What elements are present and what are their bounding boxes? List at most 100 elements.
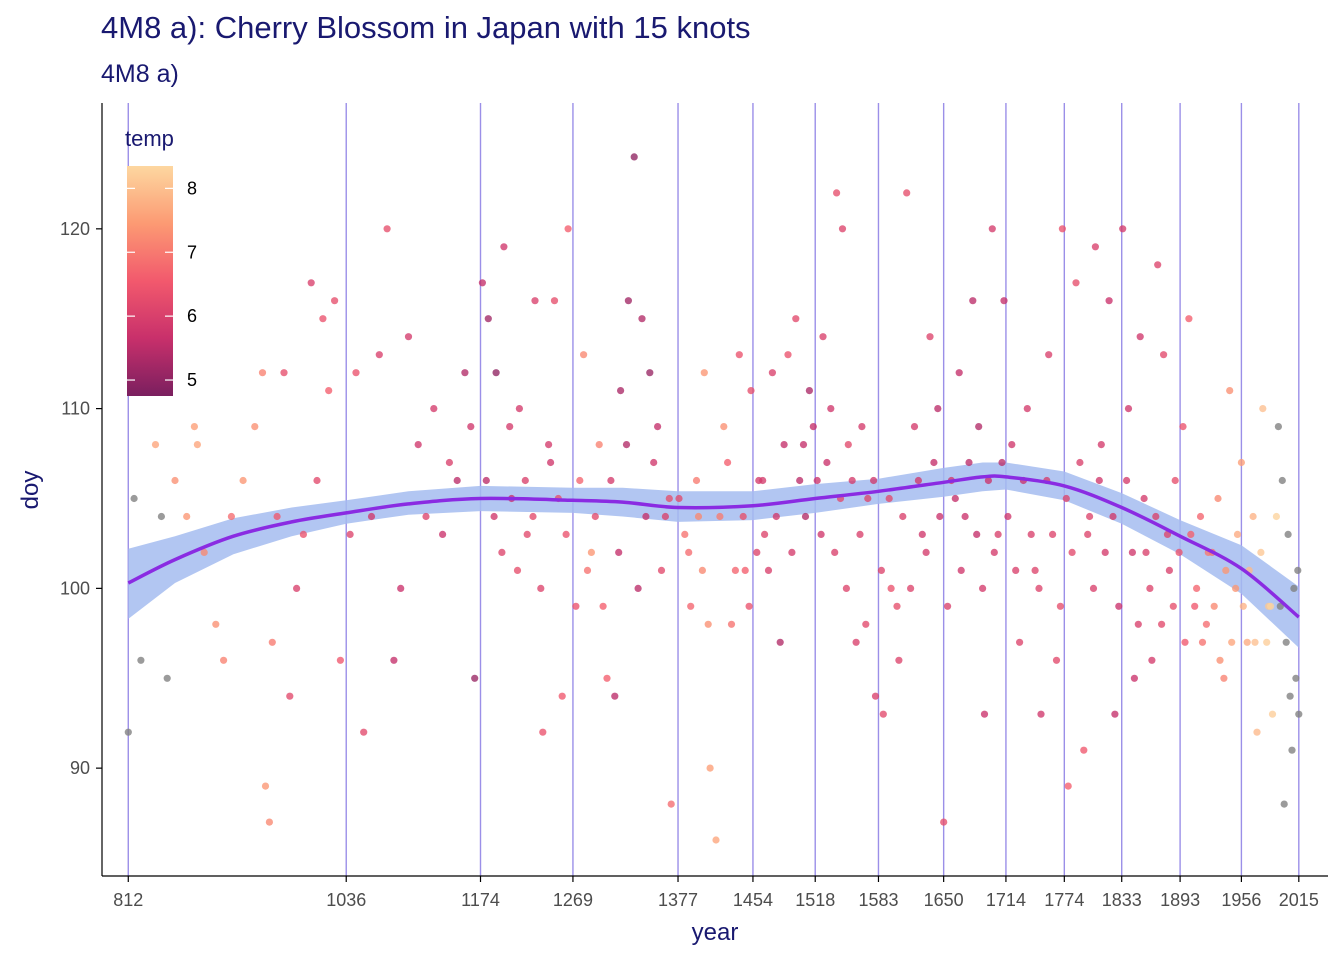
data-point xyxy=(1280,800,1288,808)
y-tick-label: 100 xyxy=(60,578,90,598)
spline-curve xyxy=(127,474,1300,619)
data-point xyxy=(1228,638,1236,646)
data-point xyxy=(1216,656,1224,664)
data-point xyxy=(1243,638,1251,646)
data-point xyxy=(1210,602,1218,610)
data-point xyxy=(1124,405,1133,413)
data-point xyxy=(918,530,926,539)
data-point xyxy=(439,530,447,539)
data-point xyxy=(864,494,872,503)
x-tick-label: 1377 xyxy=(658,890,698,910)
x-tick-label: 1774 xyxy=(1044,890,1084,910)
data-point xyxy=(137,656,145,664)
data-point xyxy=(607,476,615,485)
data-point xyxy=(286,692,294,700)
data-point xyxy=(665,494,673,503)
data-point xyxy=(759,476,767,485)
data-point xyxy=(1123,476,1131,485)
data-point xyxy=(521,476,529,485)
data-point xyxy=(1160,351,1168,359)
data-point xyxy=(1226,387,1234,395)
data-point xyxy=(1187,530,1195,539)
data-point xyxy=(1068,548,1076,557)
data-point xyxy=(930,458,938,467)
data-point xyxy=(813,476,821,485)
data-point xyxy=(1000,297,1008,305)
data-point xyxy=(1169,602,1177,610)
data-point xyxy=(848,476,856,485)
x-tick-label: 1714 xyxy=(986,890,1026,910)
data-point xyxy=(630,153,638,161)
data-point xyxy=(994,530,1002,539)
data-point xyxy=(280,369,288,377)
data-point xyxy=(1012,566,1020,575)
data-point xyxy=(545,441,553,449)
data-point xyxy=(367,512,376,521)
data-point xyxy=(1193,584,1201,593)
data-point xyxy=(1267,602,1275,610)
legend-tick-label: 6 xyxy=(187,306,197,326)
data-point xyxy=(827,405,835,413)
x-tick-label: 1583 xyxy=(858,890,898,910)
data-point xyxy=(1037,710,1045,718)
data-point xyxy=(885,494,893,503)
data-point xyxy=(352,369,360,377)
data-point xyxy=(1222,566,1230,575)
data-point xyxy=(622,441,631,449)
data-point xyxy=(727,620,736,628)
data-point xyxy=(1097,441,1105,449)
data-point xyxy=(1115,602,1123,610)
data-point xyxy=(833,189,841,197)
data-point xyxy=(490,512,498,521)
data-point xyxy=(390,656,398,664)
data-point xyxy=(761,530,769,539)
data-point xyxy=(998,458,1006,467)
data-point xyxy=(772,512,780,521)
x-tick-label: 1893 xyxy=(1160,890,1200,910)
data-point xyxy=(704,620,712,628)
data-point xyxy=(844,441,852,449)
data-point xyxy=(1294,566,1302,575)
data-point xyxy=(675,494,683,503)
data-point xyxy=(819,333,827,341)
data-point xyxy=(1058,225,1066,233)
data-point xyxy=(580,351,588,359)
data-point xyxy=(319,315,327,323)
data-point xyxy=(1056,602,1064,610)
data-point xyxy=(856,530,864,539)
data-point xyxy=(336,656,344,664)
data-point xyxy=(261,782,270,790)
data-point xyxy=(239,476,247,485)
data-point xyxy=(453,476,461,485)
data-point xyxy=(1196,512,1205,521)
data-point xyxy=(1278,476,1286,485)
data-point xyxy=(564,225,572,233)
data-point xyxy=(183,512,191,521)
data-point xyxy=(838,225,847,233)
data-point xyxy=(1239,602,1247,610)
data-point xyxy=(979,584,987,593)
data-point xyxy=(1171,476,1179,485)
data-point xyxy=(1198,638,1207,646)
data-point xyxy=(768,369,777,377)
data-point xyxy=(895,656,903,664)
legend-tick-label: 7 xyxy=(187,242,197,262)
data-point xyxy=(862,620,870,628)
data-point xyxy=(1049,530,1057,539)
data-point xyxy=(157,512,165,521)
data-point xyxy=(764,566,773,575)
data-point xyxy=(990,548,998,557)
data-point xyxy=(414,441,422,449)
data-point xyxy=(1023,405,1031,413)
data-point xyxy=(200,548,208,557)
data-point xyxy=(163,674,171,682)
y-tick-label: 110 xyxy=(61,399,90,419)
data-point xyxy=(805,387,814,395)
data-point xyxy=(893,602,901,610)
ribbon-area xyxy=(128,462,1299,648)
data-point xyxy=(957,566,965,575)
data-point xyxy=(251,423,259,431)
data-point xyxy=(887,584,895,593)
data-point xyxy=(1109,512,1117,521)
data-point xyxy=(599,602,607,610)
